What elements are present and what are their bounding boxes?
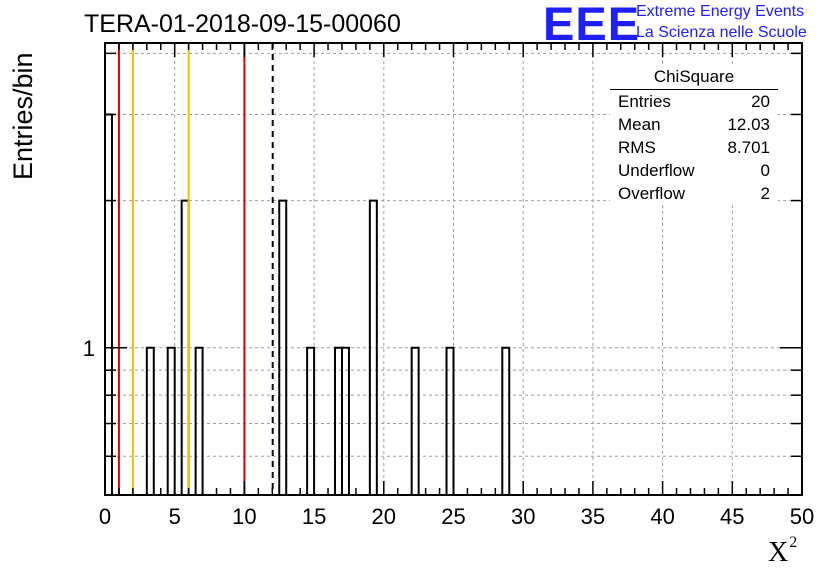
stats-label: Overflow [618,184,686,203]
eee-logo: EEE [543,0,641,50]
chart-title: TERA-01-2018-09-15-00060 [84,10,401,38]
stats-label: RMS [618,138,656,157]
stats-value: 12.03 [727,115,770,134]
stats-value: 20 [751,92,770,111]
y-tick-label: 1 [83,336,95,361]
stats-value: 0 [760,161,770,180]
stats-row-entries: Entries 20 [610,90,778,113]
stats-row-mean: Mean 12.03 [610,113,778,136]
x-axis-label-superscript: 2 [789,534,798,551]
histogram-bar [501,346,511,495]
x-tick-label: 40 [650,504,674,529]
histogram-bar [278,199,288,495]
x-tick-label: 20 [372,504,396,529]
bars-layer [104,113,511,495]
x-tick-label: 50 [790,504,814,529]
x-axis-label: X2 [768,534,797,569]
stats-label: Mean [618,115,661,134]
stats-row-overflow: Overflow 2 [610,182,778,205]
axis-layer: 0 5 10 15 20 25 30 35 40 45 501 [83,42,814,529]
x-tick-label: 0 [99,504,111,529]
stats-label: Underflow [618,161,695,180]
x-axis-label-text: X [768,537,789,568]
stats-row-underflow: Underflow 0 [610,159,778,182]
histogram-bar [145,346,155,495]
histogram-bar [410,346,420,495]
histogram-bar [340,346,350,495]
histogram-bar [306,346,316,495]
x-tick-label: 5 [169,504,181,529]
x-tick-label: 25 [441,504,465,529]
vertical-lines-layer [117,43,274,495]
stats-value: 8.701 [727,138,770,157]
stats-row-rms: RMS 8.701 [610,136,778,159]
stats-value: 2 [760,184,770,203]
stats-box: ChiSquare Entries 20 Mean 12.03 RMS 8.70… [610,66,778,205]
logo-line-1: Extreme Energy Events [636,3,805,20]
histogram-bar [166,346,176,495]
y-axis-label: Entries/bin [8,52,38,180]
x-tick-label: 45 [720,504,744,529]
x-tick-label: 30 [511,504,535,529]
stats-title: ChiSquare [610,66,778,90]
histogram-bar [104,113,113,495]
x-tick-label: 10 [232,504,256,529]
stats-label: Entries [618,92,671,111]
histogram-bar [368,199,378,495]
histogram-bar [194,346,204,495]
logo-line-2: La Scienza nelle Scuole [636,24,807,41]
x-tick-label: 15 [302,504,326,529]
histogram-bar [445,346,455,495]
x-tick-label: 35 [581,504,605,529]
